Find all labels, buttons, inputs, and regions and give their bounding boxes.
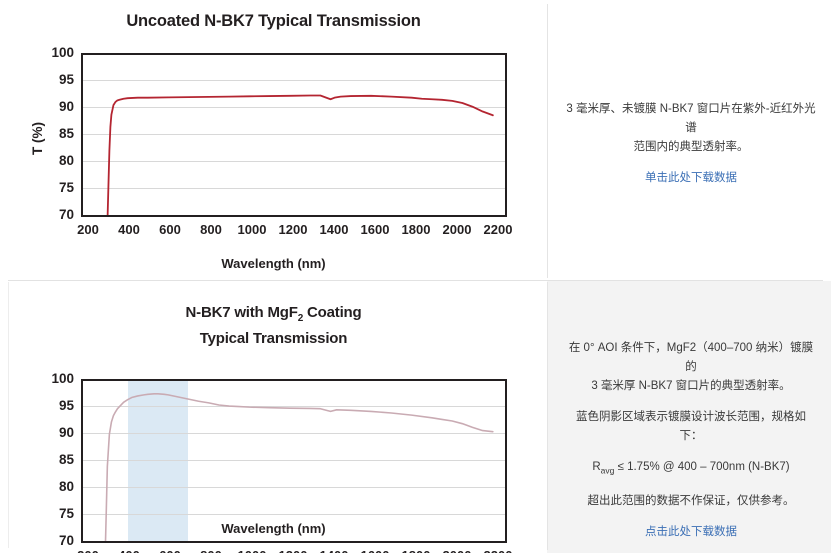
gridline (83, 188, 505, 189)
description-top-text1: 3 毫米厚、未镀膜 N-BK7 窗口片在紫外-近红外光谱 (566, 103, 816, 134)
y-tick-70-bottom: 70 (58, 533, 74, 548)
download-link-top-wrap: 单击此处下载数据 (565, 169, 817, 188)
x-tick-1800-bottom: 1800 (394, 548, 438, 553)
y-tick-100-top: 100 (51, 45, 74, 60)
panel-top: Uncoated N-BK7 Typical Transmission T (%… (0, 0, 831, 281)
gridline (83, 487, 505, 488)
x-tick-200-bottom: 200 (66, 548, 110, 553)
x-tick-800-top: 800 (200, 222, 222, 237)
x-tick-600-bottom: 600 (148, 548, 192, 553)
vertical-divider-top (547, 4, 548, 278)
x-tick-200-top: 200 (77, 222, 99, 237)
x-tick-1600-top: 1600 (360, 222, 390, 237)
download-data-link-top[interactable]: 单击此处下载数据 (645, 172, 737, 184)
vertical-divider-bottom (547, 282, 548, 550)
chart-title-coated: N-BK7 with MgF2 Coating Typical Transmis… (0, 303, 547, 349)
x-tick-1200-bottom: 1200 (271, 548, 315, 553)
x-axis-label-bottom: Wavelength (nm) (221, 521, 326, 536)
x-tick-800-bottom: 800 (189, 548, 233, 553)
left-edge-line (8, 282, 9, 548)
transmission-curve-uncoated (106, 94, 494, 215)
spec-value: ≤ 1.75% @ 400 – 700nm (N-BK7) (614, 461, 790, 473)
download-data-link-bottom[interactable]: 点击此处下载数据 (645, 526, 737, 539)
gridline (83, 514, 505, 515)
y-tick-80-top: 80 (58, 153, 74, 168)
y-tick-95-top: 95 (58, 72, 74, 87)
description-bottom-block3: 超出此范围的数据不作保证，仅供参考。 (565, 492, 817, 511)
description-top-text2: 范围内的典型透射率。 (633, 141, 749, 153)
x-tick-400-top: 400 (118, 222, 140, 237)
description-cell-bottom: 在 0° AOI 条件下，MgF2（400–700 纳米）镀膜的 3 毫米厚 N… (547, 281, 831, 553)
spec-symbol: R (592, 461, 601, 473)
x-tick-2200-top: 2200 (483, 222, 513, 237)
gridline (83, 161, 505, 162)
chart-mgf2-coated: N-BK7 with MgF2 Coating Typical Transmis… (0, 281, 547, 553)
description-bottom-text4: 超出此范围的数据不作保证，仅供参考。 (587, 495, 795, 508)
gridline (83, 433, 505, 434)
gridline (83, 107, 505, 108)
chart-title-coated-subscript: 2 (297, 313, 304, 324)
gridline (83, 406, 505, 407)
chart-title-coated-part2: Coating (303, 304, 362, 321)
y-tick-90-top: 90 (58, 99, 74, 114)
x-tick-1200-top: 1200 (278, 222, 308, 237)
gridline (83, 460, 505, 461)
x-tick-1600-bottom: 1600 (353, 548, 397, 553)
y-tick-85-top: 85 (58, 126, 74, 141)
description-bottom: 在 0° AOI 条件下，MgF2（400–700 纳米）镀膜的 3 毫米厚 N… (565, 339, 817, 542)
description-top-line1: 3 毫米厚、未镀膜 N-BK7 窗口片在紫外-近红外光谱 范围内的典型透射率。 (565, 100, 817, 157)
chart-title-coated-line2: Typical Transmission (199, 330, 348, 347)
y-tick-100-bottom: 100 (51, 371, 74, 386)
description-bottom-text2: 3 毫米厚 N-BK7 窗口片的典型透射率。 (591, 380, 791, 392)
y-tick-80-bottom: 80 (58, 479, 74, 494)
description-cell-top: 3 毫米厚、未镀膜 N-BK7 窗口片在紫外-近红外光谱 范围内的典型透射率。 … (547, 0, 831, 281)
y-axis-label-top: T (%) (30, 122, 45, 155)
chart-uncoated: Uncoated N-BK7 Typical Transmission T (%… (0, 0, 547, 281)
x-tick-1000-bottom: 1000 (230, 548, 274, 553)
x-tick-2000-bottom: 2000 (435, 548, 479, 553)
gridline (83, 134, 505, 135)
panel-bottom: N-BK7 with MgF2 Coating Typical Transmis… (0, 281, 831, 553)
x-tick-1000-top: 1000 (237, 222, 267, 237)
y-tick-85-bottom: 85 (58, 452, 74, 467)
x-tick-1400-bottom: 1400 (312, 548, 356, 553)
x-tick-2200-bottom: 2200 (476, 548, 520, 553)
description-bottom-text1: 在 0° AOI 条件下，MgF2（400–700 纳米）镀膜的 (568, 342, 814, 373)
y-tick-75-bottom: 75 (58, 506, 74, 521)
description-top: 3 毫米厚、未镀膜 N-BK7 窗口片在紫外-近红外光谱 范围内的典型透射率。 … (565, 100, 817, 188)
y-tick-75-top: 75 (58, 180, 74, 195)
spec-line: Ravg ≤ 1.75% @ 400 – 700nm (N-BK7) (565, 458, 817, 480)
x-tick-2000-top: 2000 (442, 222, 472, 237)
spec-subscript: avg (600, 465, 615, 476)
description-bottom-block2: 蓝色阴影区域表示镀膜设计波长范围，规格如下： (565, 408, 817, 446)
x-axis-label-top: Wavelength (nm) (221, 256, 326, 271)
x-tick-400-bottom: 400 (107, 548, 151, 553)
chart-cell-bottom: N-BK7 with MgF2 Coating Typical Transmis… (0, 281, 547, 553)
plot-area-uncoated (81, 53, 507, 217)
chart-title-uncoated: Uncoated N-BK7 Typical Transmission (126, 12, 421, 30)
y-tick-95-bottom: 95 (58, 398, 74, 413)
download-link-bottom-wrap: 点击此处下载数据 (565, 523, 817, 542)
chart-title-coated-part1: N-BK7 with MgF (185, 304, 298, 321)
x-tick-1400-top: 1400 (319, 222, 349, 237)
description-bottom-text3: 蓝色阴影区域表示镀膜设计波长范围，规格如下： (576, 411, 806, 442)
x-tick-1800-top: 1800 (401, 222, 431, 237)
gridline (83, 80, 505, 81)
chart-cell-top: Uncoated N-BK7 Typical Transmission T (%… (0, 0, 547, 281)
y-tick-70-top: 70 (58, 207, 74, 222)
y-tick-90-bottom: 90 (58, 425, 74, 440)
description-bottom-block1: 在 0° AOI 条件下，MgF2（400–700 纳米）镀膜的 3 毫米厚 N… (565, 339, 817, 396)
horizontal-divider (8, 280, 823, 281)
transmission-curve-coated (104, 393, 494, 541)
x-tick-600-top: 600 (159, 222, 181, 237)
plot-area-coated (81, 379, 507, 543)
